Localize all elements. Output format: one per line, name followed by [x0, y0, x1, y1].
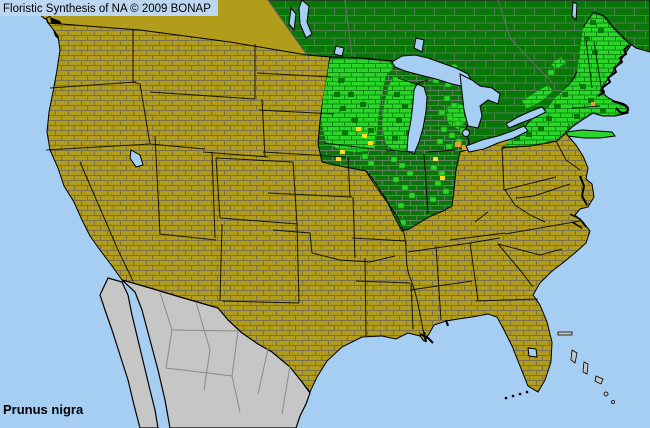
lake-ontario: [505, 106, 547, 129]
blob-new-york: [504, 78, 577, 146]
lake-okeechobee: [527, 347, 538, 358]
title-bar-background: [0, 0, 218, 16]
nc-sounds: [569, 213, 587, 229]
great-salt-lake: [129, 149, 144, 168]
lake-michigan: [406, 83, 428, 155]
lake-manitoba: [288, 6, 297, 32]
mexico-mainland: [121, 279, 311, 428]
lake-champlain: [571, 1, 578, 22]
county-rare-markers: [336, 127, 445, 180]
state-lines: [45, 30, 603, 337]
county-present-blobs: [321, 14, 630, 152]
title-bar: Floristic Synthesis of NA © 2009 BONAP: [0, 0, 218, 16]
long-island: [565, 129, 616, 139]
mexico-state-lines: [159, 291, 291, 415]
lake-st-clair: [462, 129, 470, 137]
map-title: Floristic Synthesis of NA © 2009 BONAP: [3, 3, 211, 15]
baja-california: [99, 277, 159, 428]
mobile-bay: [445, 319, 449, 327]
blob-ontario-east: [522, 85, 553, 108]
mississippi-delta: [419, 331, 434, 344]
county-present-markers: [361, 69, 555, 226]
bahamas-islands: [557, 331, 615, 404]
cape-cod: [611, 100, 630, 114]
lake-winnipeg: [298, 0, 313, 39]
maine-coast: [597, 44, 630, 97]
lakes: [129, 0, 578, 358]
florida-keys: [504, 390, 529, 400]
lake-erie: [465, 125, 529, 153]
chesapeake-bay: [579, 175, 588, 206]
lake-of-the-woods: [333, 45, 345, 57]
canada-division-lines: [267, 0, 553, 83]
lake-huron: [459, 73, 501, 129]
species-label: Prunus nigra: [3, 402, 84, 417]
lake-nipigon: [413, 37, 425, 53]
blob-ontario-peninsula: [446, 103, 468, 129]
blob-quebec-south: [551, 57, 566, 69]
region-mexico: [99, 277, 311, 428]
coastal-details: [419, 44, 630, 344]
